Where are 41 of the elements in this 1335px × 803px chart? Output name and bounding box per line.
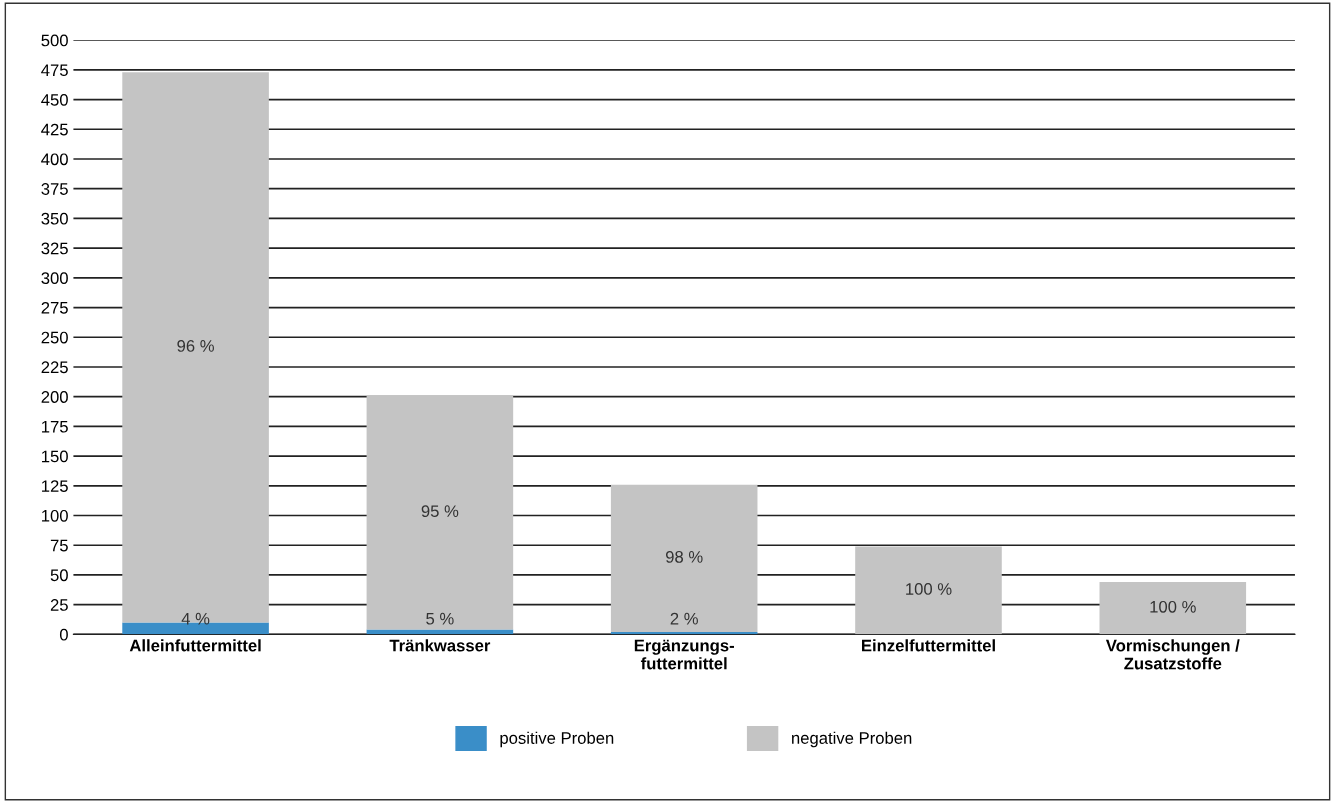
annotation: 95 % xyxy=(421,505,459,518)
y-tick-label: 125 xyxy=(42,480,68,493)
y-tick-label: 325 xyxy=(41,242,68,255)
y-tick-label: 450 xyxy=(41,93,68,106)
annotation: 5 % xyxy=(426,612,454,625)
y-tick-label: 250 xyxy=(41,331,68,344)
y-tick-label: 425 xyxy=(41,123,68,136)
y-tick-label: 200 xyxy=(41,391,68,403)
y-tick-label: 25 xyxy=(50,599,68,611)
y-tick-label: 100 xyxy=(42,509,68,522)
bar xyxy=(610,484,758,632)
x-tick-label: Vormischungen / Zusatzstoffe xyxy=(1105,639,1240,670)
y-tick-label: 300 xyxy=(41,272,68,285)
y-tick-label: 350 xyxy=(41,212,68,225)
y-tick-label: 50 xyxy=(50,569,68,582)
bar xyxy=(1099,582,1247,635)
y-tick-label: 500 xyxy=(41,34,68,47)
annotation: 100 % xyxy=(906,583,952,595)
annotation: 98 % xyxy=(665,550,703,563)
bar xyxy=(366,395,514,630)
x-tick-label: Ergänzungs- futtermittel xyxy=(634,639,734,670)
y-tick-label: 175 xyxy=(42,420,68,433)
x-tick-label: Einzelfuttermittel xyxy=(862,639,995,652)
y-tick-label: 0 xyxy=(59,628,68,641)
y-tick-label: 400 xyxy=(41,153,68,166)
annotation: 4 % xyxy=(181,612,210,625)
annotation: 96 % xyxy=(177,340,214,352)
annotation: 100 % xyxy=(1150,600,1196,613)
x-tick-label: Alleinfuttermittel xyxy=(129,639,261,652)
y-tick-label: 225 xyxy=(41,361,68,374)
bar xyxy=(855,546,1002,635)
bar xyxy=(122,72,269,623)
legend-label: positive Proben xyxy=(500,731,614,748)
y-tick-label: 375 xyxy=(41,183,68,195)
y-tick-label: 75 xyxy=(50,539,68,552)
y-tick-label: 475 xyxy=(41,64,68,77)
y-tick-label: 275 xyxy=(41,301,68,314)
y-tick-label: 150 xyxy=(42,450,68,463)
legend-label: negative Proben xyxy=(792,731,912,748)
annotation: 2 % xyxy=(670,612,698,625)
x-tick-label: Tränkwasser xyxy=(389,639,491,652)
